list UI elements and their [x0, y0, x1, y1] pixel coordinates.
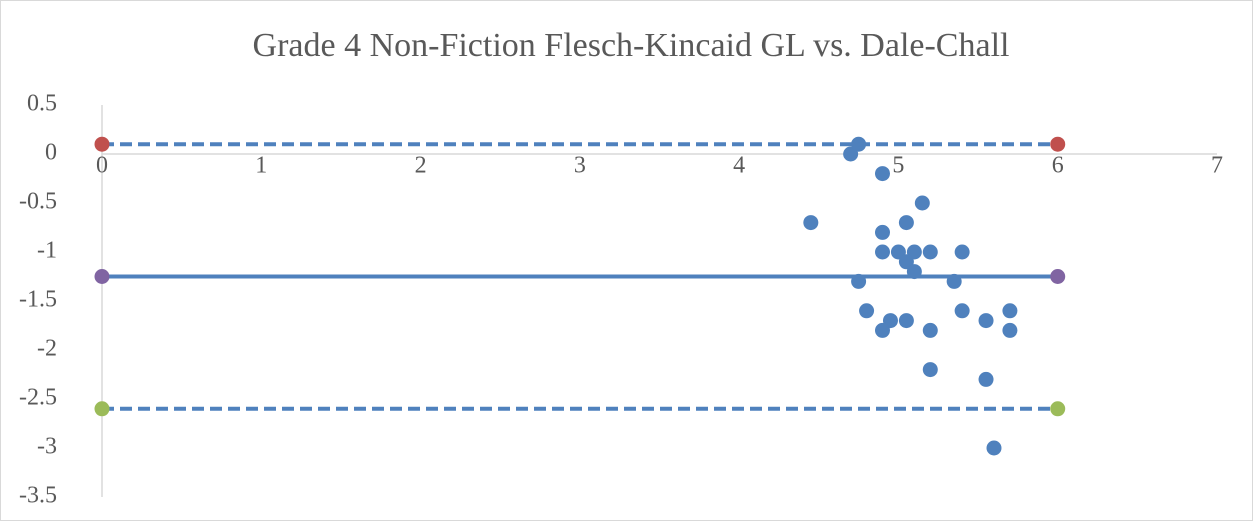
- point: [922, 362, 938, 378]
- point: [803, 215, 819, 231]
- point: [875, 244, 890, 260]
- y-tick-label: -3: [37, 434, 57, 460]
- point: [1002, 303, 1018, 319]
- x-tick-label: 0: [96, 153, 108, 179]
- point: [1050, 401, 1066, 417]
- x-tick-label: 1: [255, 153, 267, 179]
- y-tick-label: -0.5: [19, 189, 57, 215]
- point: [922, 322, 938, 338]
- point: [986, 440, 1002, 456]
- point: [1050, 269, 1066, 284]
- x-tick-label: 6: [1052, 153, 1064, 179]
- point: [94, 136, 110, 152]
- y-tick-label: -1.5: [19, 287, 57, 313]
- point: [954, 303, 970, 319]
- x-tick-label: 3: [574, 153, 586, 179]
- point: [914, 195, 930, 211]
- x-tick-label: 4: [733, 153, 745, 179]
- y-tick-label: -2: [37, 336, 57, 362]
- chart-title: Grade 4 Non-Fiction Flesch-Kincaid GL vs…: [253, 27, 1010, 64]
- point: [859, 303, 875, 319]
- y-tick-label: -3.5: [19, 483, 57, 509]
- y-tick-label: -2.5: [19, 385, 57, 411]
- point: [954, 244, 970, 260]
- x-tick-label: 5: [892, 153, 904, 179]
- x-tick-label: 7: [1211, 153, 1223, 179]
- point: [1050, 136, 1066, 152]
- point: [94, 401, 110, 417]
- y-tick-label: -1: [37, 238, 57, 264]
- point: [94, 269, 110, 284]
- point: [898, 313, 914, 329]
- point: [875, 166, 890, 182]
- point: [978, 371, 994, 387]
- y-tick-label: 0: [45, 140, 57, 166]
- point: [875, 322, 890, 338]
- point: [922, 244, 938, 260]
- point: [875, 224, 890, 240]
- point: [978, 313, 994, 329]
- point: [1002, 322, 1018, 338]
- y-tick-label: 0.5: [27, 91, 57, 117]
- x-tick-label: 2: [415, 153, 427, 179]
- point: [898, 215, 914, 231]
